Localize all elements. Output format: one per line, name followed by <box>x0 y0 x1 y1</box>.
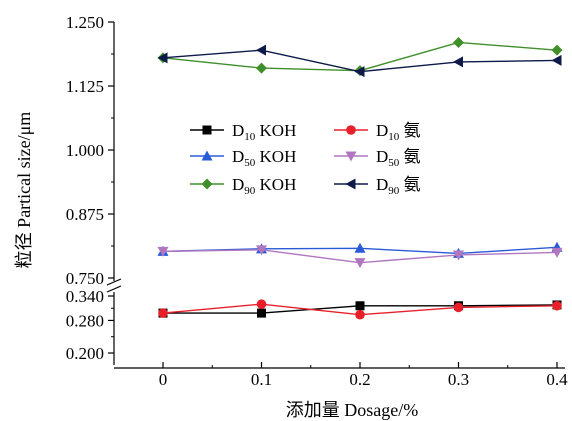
y-axis-break-mark <box>106 278 122 286</box>
data-point <box>157 52 168 64</box>
data-point <box>453 250 464 261</box>
legend-marker <box>201 150 213 161</box>
series-6 <box>157 44 562 78</box>
y-tick-label: 1.125 <box>66 77 104 96</box>
legend-item: D90 氨 <box>334 175 421 197</box>
x-tick-label: 0.4 <box>546 370 568 389</box>
series-layer <box>157 36 563 320</box>
data-point <box>355 309 365 320</box>
y-tick-label: 1.000 <box>66 141 104 160</box>
y-tick-label: 1.250 <box>66 13 104 32</box>
data-point <box>256 299 267 309</box>
legend-marker <box>201 178 213 190</box>
data-point <box>453 36 464 48</box>
legend-label: D90 氨 <box>376 175 421 197</box>
x-tick-label: 0 <box>159 370 168 389</box>
legend-marker <box>345 178 356 190</box>
legend-label: D10 氨 <box>376 121 421 143</box>
y-tick-label: 0.280 <box>66 311 104 330</box>
data-point <box>453 56 463 68</box>
data-point <box>158 308 168 318</box>
y-tick-label: 0.750 <box>66 269 104 288</box>
x-tick-label: 0.3 <box>448 370 469 389</box>
data-point <box>256 62 267 74</box>
data-point <box>354 258 366 269</box>
legend-item: D50 KOH <box>190 147 296 169</box>
data-point <box>354 66 365 78</box>
data-point <box>551 247 563 258</box>
legend-marker <box>345 151 357 162</box>
y-axis-break-mark <box>106 285 122 293</box>
data-point <box>157 246 169 257</box>
x-axis-label: 添加量 Dosage/% <box>286 400 418 420</box>
legend-item: D90 KOH <box>190 175 296 197</box>
legend-label: D50 KOH <box>232 147 296 169</box>
legend-label: D90 KOH <box>232 175 296 197</box>
data-point <box>256 44 266 56</box>
data-point <box>551 54 562 66</box>
y-tick-label: 0.875 <box>66 205 104 224</box>
data-point <box>551 44 563 56</box>
x-tick-label: 0.2 <box>349 370 370 389</box>
data-point <box>354 242 366 253</box>
series-2 <box>158 299 562 320</box>
data-point <box>256 245 267 256</box>
data-point <box>257 308 266 318</box>
y-tick-label: 0.200 <box>66 344 104 363</box>
legend-marker <box>202 125 212 135</box>
legend-marker <box>346 125 356 135</box>
y-tick-label: 0.340 <box>66 287 104 306</box>
legend-item: D10 氨 <box>334 121 421 143</box>
y-axis-label: 粒径 Partical size/μm <box>14 112 34 269</box>
x-tick-label: 0.1 <box>251 370 272 389</box>
legend: D10 KOH D10 氨 D50 KOH D50 氨 D90 KOH D90 氨 <box>190 121 421 197</box>
data-point <box>552 300 562 311</box>
legend-item: D10 KOH <box>190 121 296 143</box>
legend-label: D50 氨 <box>376 147 421 169</box>
series-4 <box>157 245 563 269</box>
legend-item: D50 氨 <box>334 147 421 169</box>
axes: 0.750 0.875 1.000 1.125 1.250 0.200 0.280 0.340… <box>66 13 568 389</box>
data-point <box>355 301 365 311</box>
data-point <box>453 302 464 313</box>
legend-label: D10 KOH <box>232 121 296 143</box>
